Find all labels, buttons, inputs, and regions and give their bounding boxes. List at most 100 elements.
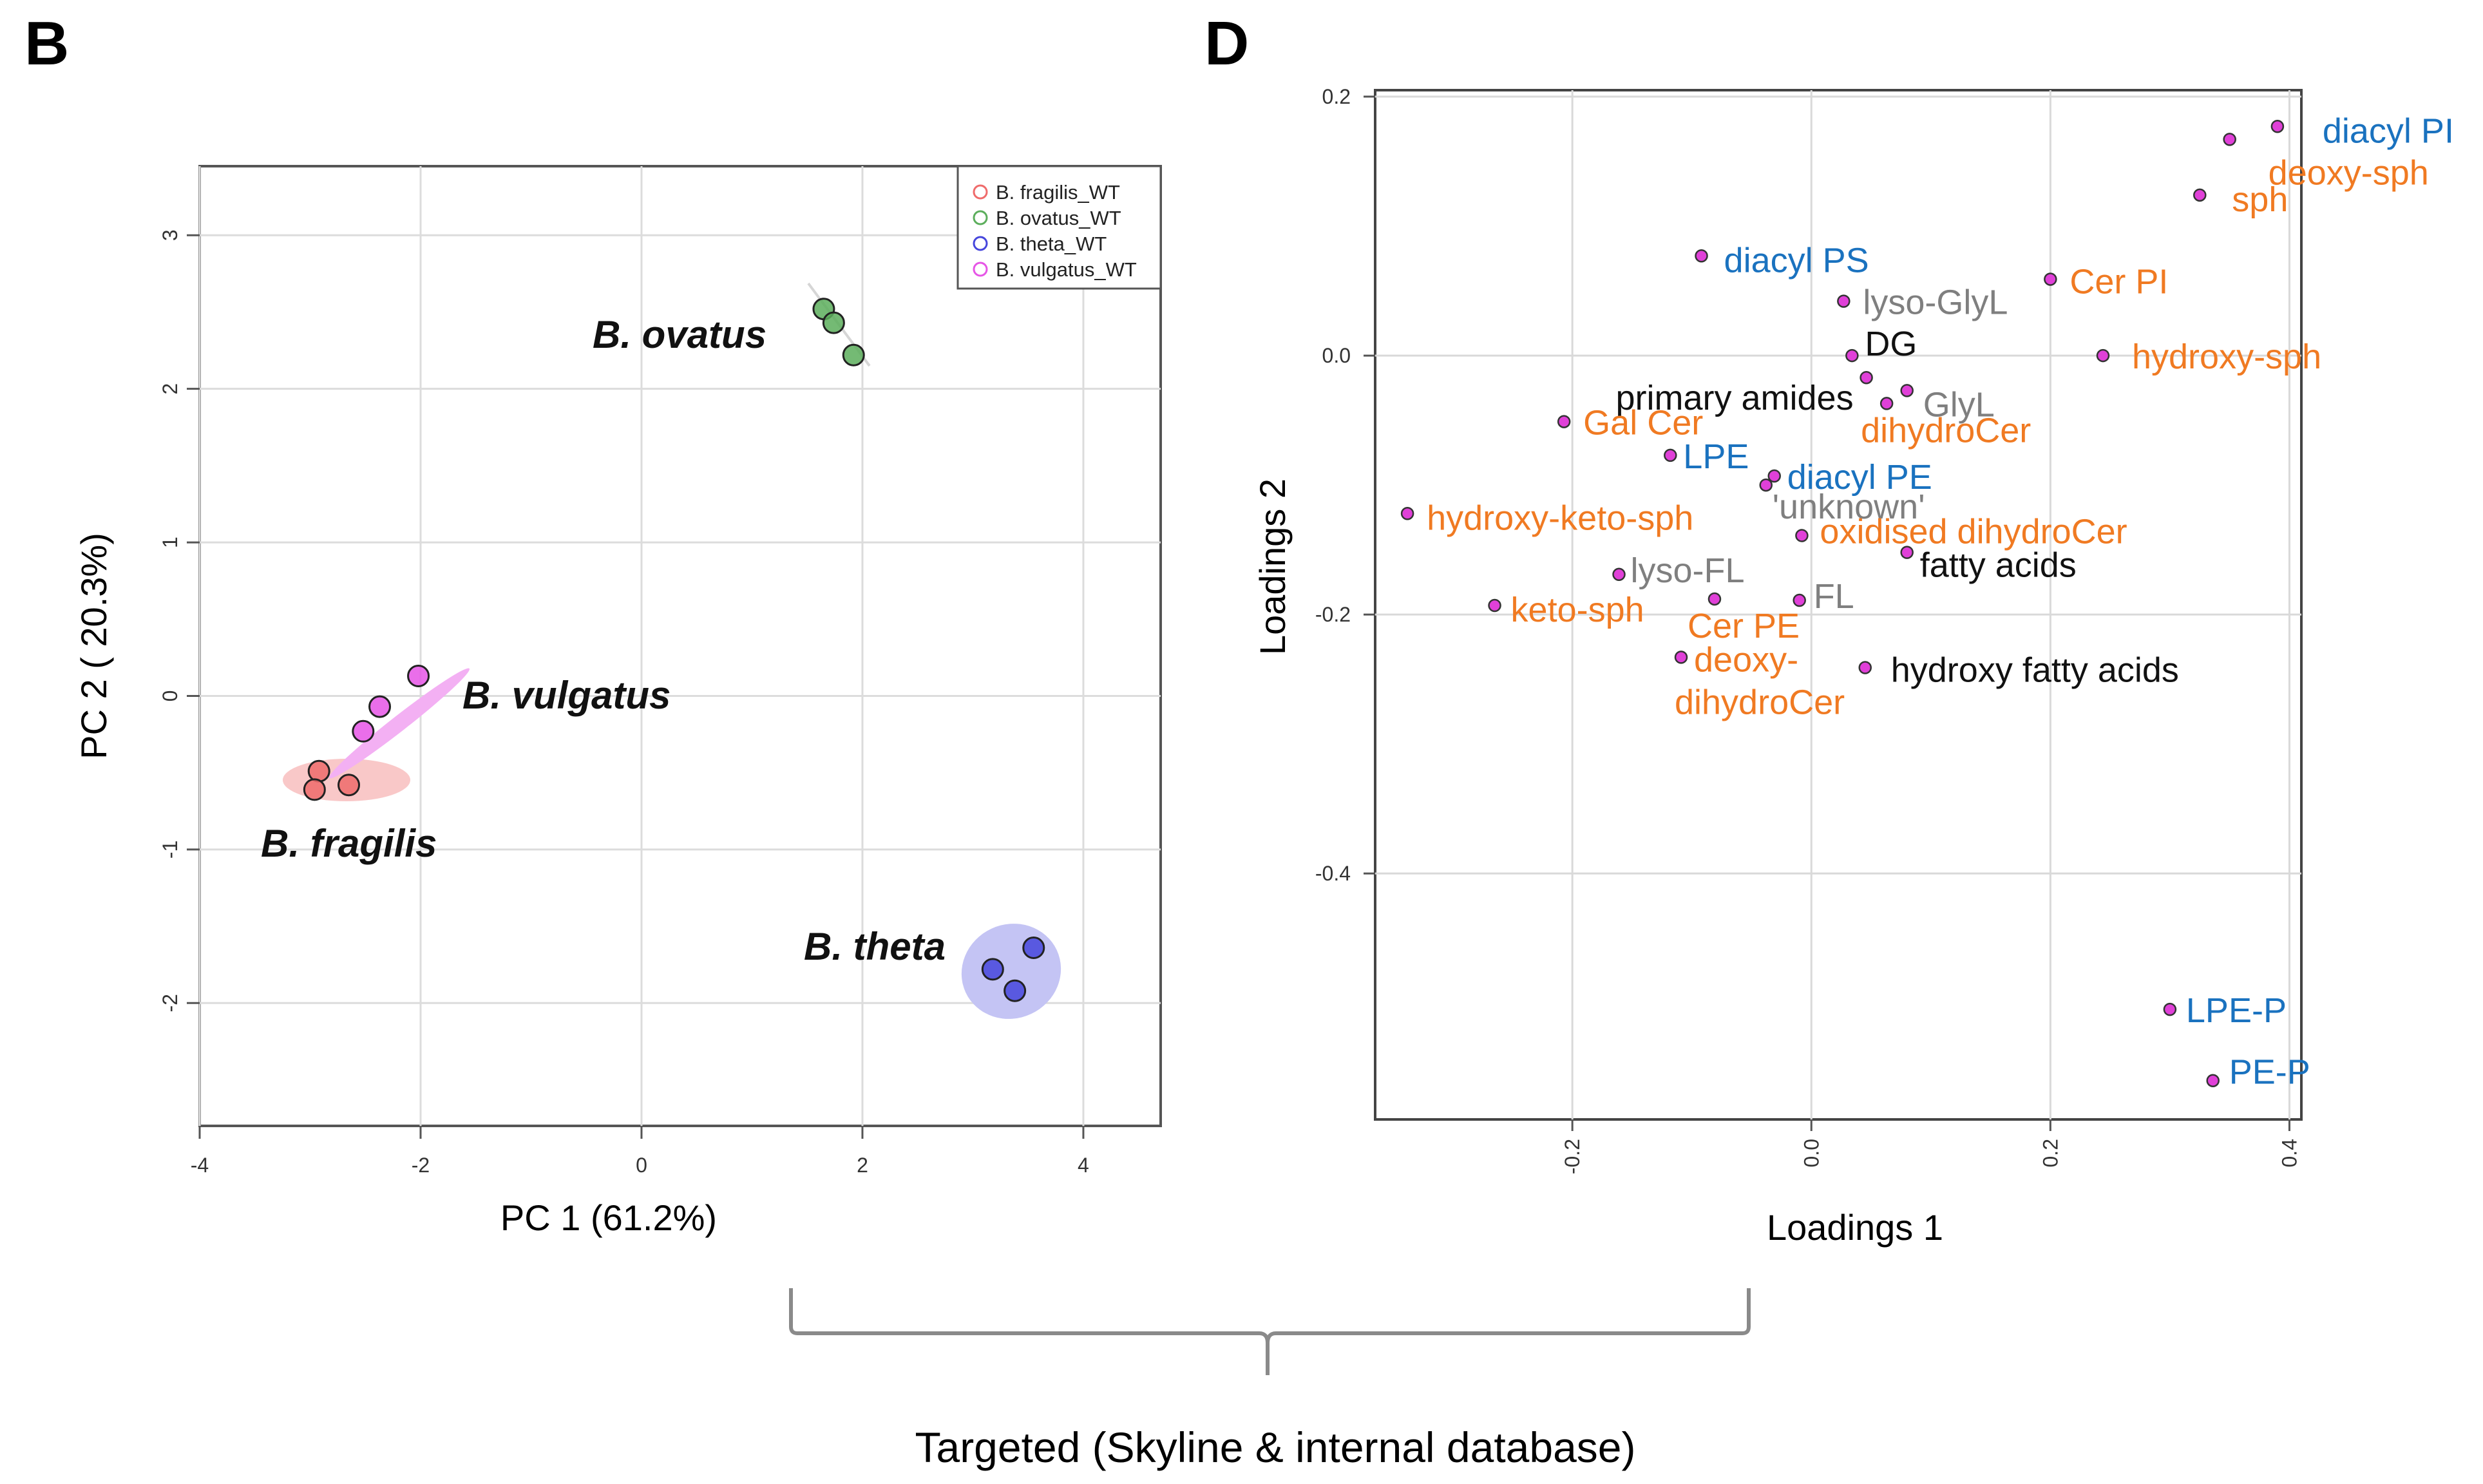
loadings-x-tick-label: -0.2 xyxy=(1561,1139,1584,1174)
loading-label: keto-sph xyxy=(1511,591,1644,629)
pca-point xyxy=(303,778,326,801)
loadings-points xyxy=(1400,120,2285,1087)
loading-label: PE-P xyxy=(2229,1053,2310,1092)
loading-point xyxy=(1845,348,1859,363)
loadings-y-tick-label: -0.2 xyxy=(1315,603,1351,626)
legend-marker xyxy=(973,184,988,200)
pca-point xyxy=(822,311,845,334)
ellipse-theta xyxy=(961,924,1061,1019)
loadings-grid xyxy=(1375,90,2301,1119)
legend-marker xyxy=(973,236,988,251)
pca-x-tick-label: -4 xyxy=(191,1154,209,1177)
loading-label: sph xyxy=(2232,180,2288,219)
pca-y-tick-label: 2 xyxy=(158,383,182,395)
loadings-x-tick-label: 0.2 xyxy=(2039,1139,2062,1167)
legend-entry: B. vulgatus_WT xyxy=(996,258,1137,281)
loading-point xyxy=(1708,592,1722,606)
panel-b-label: B xyxy=(24,9,69,78)
loading-point xyxy=(1488,598,1501,613)
loading-point xyxy=(1879,397,1894,410)
panel-d-label: D xyxy=(1204,9,1249,78)
loading-label: primary amides xyxy=(1616,379,1854,417)
pca-x-tick-label: 0 xyxy=(636,1154,647,1177)
pca-scores-chart: -4 -2 0 2 4 -2 -1 0 1 2 3 PC 1 (61.2%) PC 2 ( 20.… xyxy=(73,165,1162,1238)
legend-entry: B. ovatus_WT xyxy=(996,207,1121,229)
pca-point xyxy=(407,664,430,687)
pca-y-tick-label: 0 xyxy=(158,690,182,702)
pca-group-label: B. vulgatus xyxy=(462,674,671,717)
ellipse-vulgatus xyxy=(329,668,470,779)
legend-entry: B. theta_WT xyxy=(996,233,1107,255)
legend-marker xyxy=(973,262,988,277)
loading-label: dihydroCer xyxy=(1861,411,2031,450)
loading-label: deoxy-sph xyxy=(2269,153,2429,192)
loadings-x-axis-label: Loadings 1 xyxy=(1767,1207,1943,1248)
pca-point xyxy=(1004,979,1027,1002)
loading-label: diacyl PS xyxy=(1724,241,1869,280)
loadings-x-tick-label: 0.0 xyxy=(1800,1139,1823,1167)
loadings-y-tick-label: 0.2 xyxy=(1322,85,1351,108)
bracket xyxy=(789,1288,1751,1375)
loading-label: lyso-FL xyxy=(1631,551,1745,590)
pca-y-axis-label: PC 2 ( 20.3%) xyxy=(73,533,114,759)
loading-label: diacyl PE xyxy=(1787,458,1932,497)
loading-point xyxy=(1695,249,1708,263)
pca-y-tick-label: 1 xyxy=(158,537,182,548)
pca-point xyxy=(352,719,375,743)
pca-point xyxy=(307,759,330,783)
pca-point xyxy=(368,695,392,718)
loading-point xyxy=(2223,133,2236,146)
loading-label: fatty acids xyxy=(1920,546,2077,585)
loading-point xyxy=(2206,1074,2220,1087)
loading-label: LPE xyxy=(1683,437,1749,476)
loadings-y-axis-label: Loadings 2 xyxy=(1252,479,1293,655)
loading-label: DG xyxy=(1865,325,1917,363)
loading-point xyxy=(1793,593,1806,607)
loadings-plot-frame xyxy=(1374,89,2303,1121)
loading-point xyxy=(2270,120,2285,133)
loading-point xyxy=(1664,448,1677,462)
pca-grid xyxy=(198,166,1161,1126)
figure-caption: Targeted (Skyline & internal database) xyxy=(915,1423,1636,1471)
loading-point xyxy=(1900,384,1914,397)
pca-x-tick-label: 2 xyxy=(857,1154,868,1177)
loading-point xyxy=(1759,478,1773,492)
pca-x-ticks: -4 -2 0 2 4 xyxy=(191,1126,1089,1177)
loading-point xyxy=(1795,529,1809,542)
pca-y-ticks: -2 -1 0 1 2 3 xyxy=(158,229,200,1013)
loading-point xyxy=(1674,651,1688,664)
loading-point xyxy=(1858,661,1872,674)
loading-point xyxy=(2193,188,2207,202)
pca-group-ellipses xyxy=(283,282,1061,1019)
loading-label: 'unknown' xyxy=(1773,488,1925,526)
loading-point xyxy=(1612,567,1626,582)
pca-point xyxy=(842,343,865,366)
loading-label: oxidised dihydroCer xyxy=(1820,512,2127,551)
loadings-chart: -0.2 0.0 0.2 0.4 -0.4-0.20.00.2 diacyl PIde… xyxy=(1252,85,2454,1248)
loading-label: hydroxy fatty acids xyxy=(1891,651,2179,689)
pca-y-tick-label: -2 xyxy=(158,994,182,1012)
loading-label: FL xyxy=(1814,577,1854,616)
legend-marker xyxy=(973,210,988,225)
loading-point xyxy=(1860,370,1873,385)
loading-point xyxy=(1557,415,1571,428)
loading-label: LPE-P xyxy=(2186,991,2287,1030)
pca-group-label: B. ovatus xyxy=(593,313,766,356)
loading-label: hydroxy-sph xyxy=(2132,338,2321,376)
loading-label: hydroxy-keto-sph xyxy=(1427,499,1693,537)
loading-label: Cer PE xyxy=(1688,607,1800,645)
loading-point xyxy=(1900,546,1914,559)
loading-point xyxy=(2163,1002,2177,1016)
loadings-y-tick-label: 0.0 xyxy=(1322,344,1351,367)
loading-label: GlyL xyxy=(1923,385,1995,424)
pca-point xyxy=(981,958,1004,981)
pca-point xyxy=(338,774,361,797)
loading-label: Cer PI xyxy=(2069,262,2168,301)
pca-group-label: B. fragilis xyxy=(261,822,437,865)
loadings-y-ticks: -0.4 -0.2 0.0 0.2 xyxy=(1315,85,1375,885)
pca-y-tick-label: -1 xyxy=(158,841,182,859)
pca-legend: B. fragilis_WT B. ovatus_WT B. theta_WT B. … xyxy=(956,165,1162,290)
pca-x-axis-label: PC 1 (61.2%) xyxy=(500,1197,717,1238)
